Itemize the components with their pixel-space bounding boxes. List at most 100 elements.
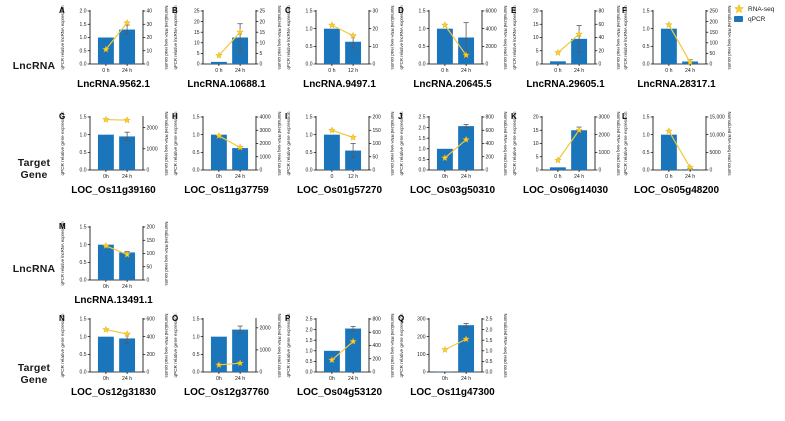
svg-text:24 h: 24 h <box>122 68 132 74</box>
svg-text:20: 20 <box>533 9 539 15</box>
svg-text:0h: 0h <box>216 376 222 382</box>
svg-text:15: 15 <box>260 30 266 36</box>
right-axis-label: Normalized RNA-seq read counts <box>503 112 508 177</box>
svg-text:300: 300 <box>417 317 426 323</box>
svg-text:5: 5 <box>260 51 263 57</box>
right-axis-label: Normalized RNA-seq read counts <box>616 6 621 71</box>
panel-letter: Q <box>398 314 404 323</box>
svg-text:15: 15 <box>194 30 200 36</box>
row-label-lncrna: LncRNA <box>12 60 56 72</box>
panel-letter: O <box>172 314 178 323</box>
svg-text:150: 150 <box>710 30 719 36</box>
svg-text:0.5: 0.5 <box>80 352 87 358</box>
right-axis-label: Normalized RNA-seq read counts <box>277 112 282 177</box>
svg-text:1.0: 1.0 <box>486 349 493 355</box>
svg-text:0.5: 0.5 <box>486 359 493 365</box>
svg-text:0: 0 <box>486 168 489 174</box>
panel-P: P 0.0 0.5 1.0 1.5 2.0 2.5 0 200 400 600 800 0h 24 h qP… <box>283 312 396 398</box>
svg-text:40: 40 <box>147 9 153 15</box>
right-axis-label: Normalized RNA-seq read counts <box>277 314 282 379</box>
svg-text:0: 0 <box>710 168 713 174</box>
legend-rnaseq-label: RNA-seq <box>748 5 775 13</box>
panel-letter: A <box>59 6 65 15</box>
svg-text:2000: 2000 <box>147 125 158 131</box>
svg-text:1.0: 1.0 <box>193 334 200 340</box>
svg-text:24 h: 24 h <box>574 68 584 74</box>
svg-text:1.0: 1.0 <box>80 334 87 340</box>
right-axis-label: Normalized RNA-seq read counts <box>164 6 169 71</box>
svg-text:1.5: 1.5 <box>193 317 200 323</box>
panel-chart: K 0 5 10 15 20 0 1000 2000 3000 0 h 24 h qPCR relati… <box>511 111 621 180</box>
svg-text:2.0: 2.0 <box>306 327 313 333</box>
svg-text:0 h: 0 h <box>665 174 672 180</box>
svg-text:1.0: 1.0 <box>643 26 650 32</box>
svg-text:0: 0 <box>197 62 200 68</box>
svg-text:0.0: 0.0 <box>643 168 650 174</box>
panel-title: LOC_Os03g50310 <box>409 185 496 196</box>
panel-letter: F <box>622 6 627 15</box>
panel-L: L 0.0 0.5 1.0 1.5 0 5000 10,000 15,000 0 h 24 h qPC… <box>620 110 733 196</box>
svg-text:1.5: 1.5 <box>486 338 493 344</box>
svg-text:10: 10 <box>533 35 539 41</box>
svg-text:0.5: 0.5 <box>306 359 313 365</box>
right-axis-label: Normalized RNA-seq read counts <box>164 112 169 177</box>
svg-text:0 h: 0 h <box>441 68 448 74</box>
svg-text:0.0: 0.0 <box>419 168 426 174</box>
svg-text:100: 100 <box>147 251 156 257</box>
svg-text:24 h: 24 h <box>122 174 132 180</box>
panel-title: LOC_Os01g57270 <box>296 185 383 196</box>
right-axis-label: Normalized RNA-seq read counts <box>727 6 732 71</box>
svg-text:24 h: 24 h <box>122 376 132 382</box>
panel-chart: O 0.0 0.5 1.0 1.5 0 1000 2000 0h 24 h qPCR relativ… <box>172 313 282 382</box>
svg-text:0.0: 0.0 <box>80 370 87 376</box>
panel-H: H 0.0 0.5 1.0 1.5 0 1000 2000 3000 4000 0h 24 h qPCR… <box>170 110 283 196</box>
panel-A: A 0.0 0.5 1.0 1.5 2.0 0 10 20 30 40 0 h 24 h qPCR rel… <box>57 4 170 90</box>
svg-text:600: 600 <box>373 330 382 336</box>
left-axis-label: qPCR relative lncRNA expression <box>623 5 628 69</box>
rnaseq-star-icon <box>733 3 745 14</box>
panel-letter: N <box>59 314 65 323</box>
svg-text:0: 0 <box>147 370 150 376</box>
svg-text:20: 20 <box>260 19 266 25</box>
svg-text:1000: 1000 <box>599 150 610 156</box>
svg-text:4000: 4000 <box>486 26 497 32</box>
svg-text:1.0: 1.0 <box>643 132 650 138</box>
legend-qpcr-label: qPCR <box>748 15 766 23</box>
svg-text:0.0: 0.0 <box>80 278 87 284</box>
svg-text:0h: 0h <box>103 284 109 290</box>
panel-title: LncRNA.20645.5 <box>413 79 492 90</box>
svg-text:24 h: 24 h <box>685 174 695 180</box>
svg-text:1.0: 1.0 <box>80 35 87 41</box>
svg-text:0: 0 <box>147 62 150 68</box>
panel-chart: B 0 5 10 15 20 25 0 5 10 15 20 25 0 h 24 h qPCR relativ… <box>172 5 282 74</box>
svg-text:1.5: 1.5 <box>419 136 426 142</box>
svg-text:60: 60 <box>599 22 605 28</box>
panel-O: O 0.0 0.5 1.0 1.5 0 1000 2000 0h 24 h qPCR relativ… <box>170 312 283 398</box>
svg-text:1.5: 1.5 <box>80 317 87 323</box>
svg-text:0: 0 <box>260 168 263 174</box>
svg-text:15: 15 <box>533 128 539 134</box>
svg-text:0.0: 0.0 <box>193 168 200 174</box>
svg-text:12 h: 12 h <box>348 68 358 74</box>
svg-text:0: 0 <box>373 62 376 68</box>
panel-chart: D 0.0 0.5 1.0 1.5 0 2000 4000 6000 0 h 24 h qPCR re… <box>398 5 508 74</box>
right-axis-label: Normalized RNA-seq read counts <box>616 112 621 177</box>
svg-text:0: 0 <box>147 278 150 284</box>
svg-text:10: 10 <box>260 41 266 47</box>
svg-text:30: 30 <box>147 22 153 28</box>
svg-text:5000: 5000 <box>710 150 721 156</box>
svg-text:50: 50 <box>373 154 379 160</box>
right-axis-label: Normalized RNA-seq read counts <box>390 112 395 177</box>
panel-letter: B <box>172 6 178 15</box>
svg-text:24 h: 24 h <box>574 174 584 180</box>
panel-letter: P <box>285 314 291 323</box>
svg-text:2.5: 2.5 <box>419 115 426 121</box>
svg-text:30: 30 <box>373 9 379 15</box>
svg-text:2000: 2000 <box>486 44 497 50</box>
right-axis-label: Normalized RNA-seq read counts <box>503 314 508 379</box>
svg-text:0: 0 <box>599 168 602 174</box>
panel-letter: L <box>622 112 627 121</box>
svg-text:0 h: 0 h <box>102 68 109 74</box>
svg-text:0: 0 <box>147 168 150 174</box>
panel-D: D 0.0 0.5 1.0 1.5 0 2000 4000 6000 0 h 24 h qPCR re… <box>396 4 509 90</box>
